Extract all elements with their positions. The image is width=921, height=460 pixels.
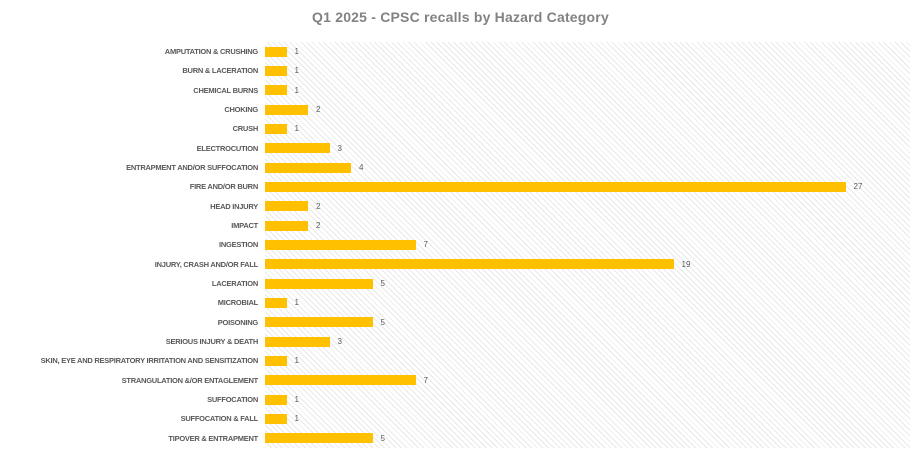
bar <box>265 317 373 328</box>
chart-title: Q1 2025 - CPSC recalls by Hazard Categor… <box>312 9 609 25</box>
value-label: 1 <box>294 85 299 95</box>
bar <box>265 162 351 173</box>
bar <box>265 66 287 76</box>
category-label: ELECTROCUTION <box>196 143 259 153</box>
category-label: SKIN, EYE AND RESPIRATORY IRRITATION AND… <box>40 356 259 366</box>
bar <box>265 394 287 405</box>
category-label: FIRE AND/OR BURN <box>189 182 258 192</box>
category-label: BURN & LACERATION <box>182 66 258 76</box>
value-label: 2 <box>316 201 321 211</box>
bar <box>265 278 373 289</box>
category-label: MICROBIAL <box>217 298 259 308</box>
category-label: STRANGULATION &/OR ENTAGLEMENT <box>121 375 259 385</box>
value-label: 3 <box>337 337 342 346</box>
category-label: SUFFOCATION & FALL <box>180 414 259 424</box>
bar <box>265 182 846 192</box>
category-label: AMPUTATION & CRUSHING <box>164 47 258 56</box>
category-label: SUFFOCATION <box>207 395 258 404</box>
category-axis: AMPUTATION & CRUSHING BURN & LACERATION CH… <box>0 42 259 448</box>
bar <box>265 259 674 270</box>
bar <box>265 240 416 250</box>
bar <box>265 46 287 57</box>
category-label: INGESTION <box>218 240 258 250</box>
value-label: 2 <box>316 221 321 230</box>
value-label: 1 <box>294 395 299 404</box>
bar <box>265 433 373 444</box>
bar <box>265 375 416 386</box>
value-label: 1 <box>294 298 299 308</box>
value-label: 2 <box>316 105 321 114</box>
bar <box>265 356 287 366</box>
bar <box>265 220 308 231</box>
bar <box>265 201 308 212</box>
value-label: 5 <box>380 279 385 288</box>
value-label: 4 <box>359 163 364 172</box>
category-label: INJURY, CRASH AND/OR FALL <box>154 259 258 269</box>
value-label: 1 <box>294 124 299 134</box>
category-label: LACERATION <box>211 279 258 288</box>
category-label: HEAD INJURY <box>210 201 258 211</box>
category-label: IMPACT <box>231 221 258 230</box>
bar <box>265 143 330 154</box>
category-label: POISONING <box>217 317 259 327</box>
value-label: 5 <box>380 433 385 443</box>
bar <box>265 85 287 96</box>
bar <box>265 124 287 134</box>
bar <box>265 298 287 308</box>
value-label: 27 <box>853 182 863 192</box>
value-label: 1 <box>294 356 299 366</box>
bar <box>265 104 308 115</box>
category-label: CHOKING <box>224 105 258 114</box>
plot-area: 1 1 1 2 1 3 4 27 2 2 7 19 5 1 5 3 1 7 1 1 5 <box>265 42 910 448</box>
bar <box>265 414 287 424</box>
value-label: 5 <box>380 317 385 327</box>
value-label: 1 <box>294 66 299 76</box>
value-label: 19 <box>681 259 691 269</box>
category-label: CHEMICAL BURNS <box>193 85 258 95</box>
bar <box>265 336 330 347</box>
value-label: 7 <box>423 375 428 385</box>
value-label: 7 <box>423 240 428 250</box>
category-label: ENTRAPMENT AND/OR SUFFOCATION <box>126 163 258 172</box>
value-label: 1 <box>294 47 299 56</box>
category-label: SERIOUS INJURY & DEATH <box>165 337 259 346</box>
value-label: 1 <box>294 414 299 424</box>
value-label: 3 <box>337 143 342 153</box>
category-label: TIPOVER & ENTRAPMENT <box>168 433 258 443</box>
category-label: CRUSH <box>232 124 259 134</box>
